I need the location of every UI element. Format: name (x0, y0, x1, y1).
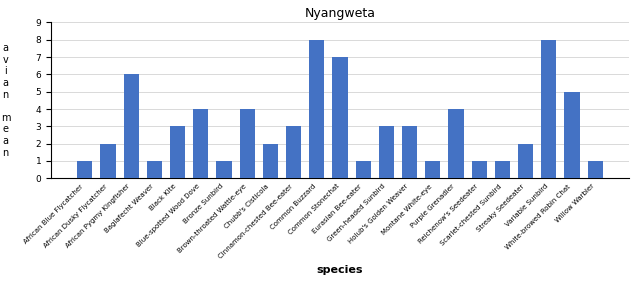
Bar (495, 161, 510, 178)
Bar (541, 40, 556, 178)
Bar (286, 126, 301, 178)
Bar (588, 161, 603, 178)
Bar (518, 144, 533, 178)
Bar (123, 74, 139, 178)
Bar (216, 161, 232, 178)
Bar (100, 144, 116, 178)
Bar (170, 126, 185, 178)
Bar (77, 161, 92, 178)
X-axis label: species: species (317, 265, 363, 275)
Bar (193, 109, 209, 178)
Y-axis label: a
v
i
a
n
 
m
e
a
n: a v i a n m e a n (1, 43, 10, 158)
Bar (565, 92, 579, 178)
Bar (356, 161, 371, 178)
Bar (472, 161, 487, 178)
Bar (240, 109, 255, 178)
Bar (448, 109, 464, 178)
Bar (147, 161, 162, 178)
Bar (309, 40, 324, 178)
Bar (263, 144, 278, 178)
Bar (425, 161, 440, 178)
Bar (379, 126, 394, 178)
Title: Nyangweta: Nyangweta (305, 7, 375, 20)
Bar (402, 126, 417, 178)
Bar (333, 57, 347, 178)
